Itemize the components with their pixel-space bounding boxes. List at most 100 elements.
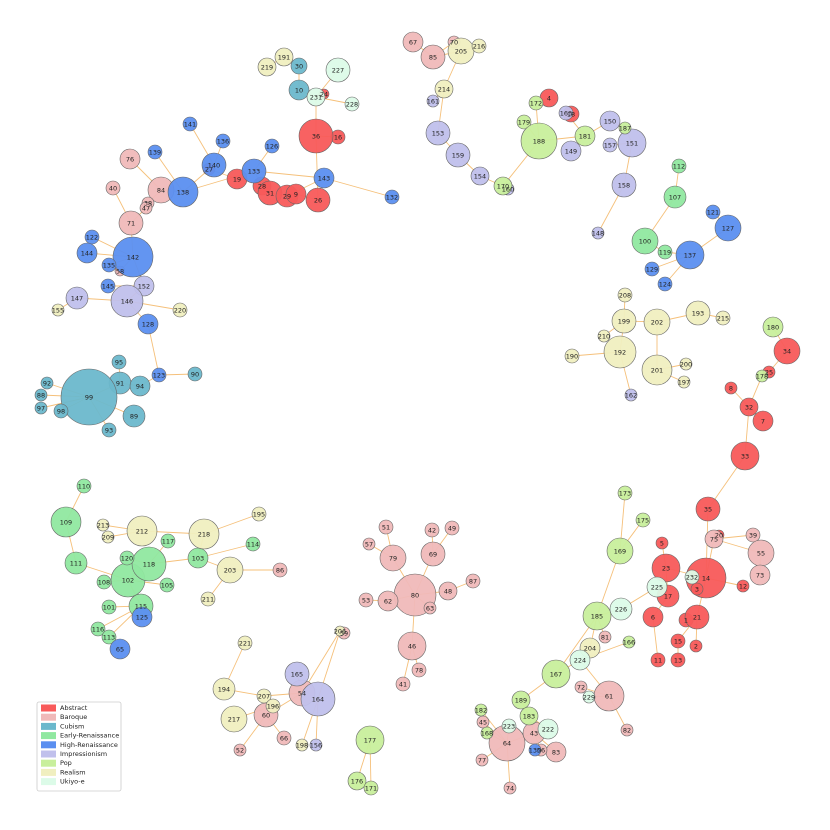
legend-swatch (41, 741, 56, 749)
node-label: 51 (382, 524, 390, 532)
node (465, 573, 481, 589)
node-label: 61 (605, 693, 613, 701)
node (657, 244, 673, 260)
node-label: 127 (722, 225, 734, 233)
node-label: 154 (474, 173, 486, 181)
legend-swatch (41, 778, 56, 786)
node-label: 20 (715, 532, 723, 540)
node (40, 376, 54, 390)
node-label: 142 (127, 254, 139, 262)
node (131, 606, 153, 628)
node (212, 677, 236, 701)
node (101, 599, 117, 615)
node (582, 690, 596, 704)
node-label: 210 (598, 333, 610, 341)
node (187, 366, 203, 382)
node (684, 604, 710, 630)
node (690, 582, 704, 596)
node (237, 635, 253, 651)
node-label: 122 (86, 234, 98, 242)
node (215, 133, 231, 149)
node (172, 302, 188, 318)
node-label: 192 (614, 349, 626, 357)
node-label: 12 (739, 583, 747, 591)
node (384, 189, 400, 205)
legend-label: Impressionism (60, 750, 107, 758)
node (377, 590, 399, 612)
node-label: 81 (601, 634, 609, 642)
node-label: 231 (310, 94, 322, 102)
node (426, 94, 440, 108)
node-label: 108 (98, 579, 110, 587)
node-label: 197 (678, 379, 690, 387)
node-label: 211 (202, 596, 214, 604)
node (520, 122, 558, 160)
node (599, 110, 621, 132)
node-label: 77 (478, 757, 486, 765)
node-label: 16 (334, 134, 342, 142)
node (245, 536, 261, 552)
node (679, 357, 693, 371)
node (644, 261, 660, 277)
node-label: 152 (138, 283, 150, 291)
node (541, 659, 571, 689)
node (689, 639, 703, 653)
node-label: 205 (455, 48, 467, 56)
node (597, 329, 611, 343)
node (650, 652, 666, 668)
node-label: 29 (283, 193, 291, 201)
node (241, 158, 267, 184)
node (233, 743, 247, 757)
legend-label: Pop (60, 759, 72, 767)
node (618, 121, 632, 135)
node (558, 105, 574, 121)
node-label: 9 (294, 191, 298, 199)
node (284, 661, 310, 687)
node-label: 117 (162, 538, 174, 546)
node-label: 3 (695, 586, 699, 594)
node-label: 219 (261, 64, 273, 72)
node-label: 166 (623, 639, 635, 647)
node-label: 28 (258, 183, 266, 191)
legend-label: Cubism (60, 722, 84, 730)
node (560, 140, 582, 162)
node (358, 592, 374, 608)
node (724, 381, 738, 395)
node (65, 286, 89, 310)
node (363, 780, 379, 796)
node (745, 527, 761, 543)
node (300, 681, 336, 717)
node (773, 337, 801, 365)
node-label: 202 (651, 319, 663, 327)
node (159, 577, 175, 593)
node-label: 113 (103, 634, 115, 642)
node-label: 125 (136, 614, 148, 622)
node (272, 562, 288, 578)
legend-swatch (41, 704, 56, 712)
node (670, 633, 686, 649)
node (537, 718, 559, 740)
node-label: 119 (659, 249, 671, 257)
node-label: 71 (127, 220, 135, 228)
node-label: 30 (295, 63, 303, 71)
node-label: 27 (205, 166, 213, 174)
node-label: 149 (565, 148, 577, 156)
node-label: 21 (693, 614, 701, 622)
node (635, 512, 651, 528)
node-label: 48 (444, 588, 452, 596)
node-label: 4 (547, 95, 551, 103)
node (617, 287, 633, 303)
node-label: 132 (386, 194, 398, 202)
node (569, 649, 591, 671)
node-label: 179 (518, 119, 530, 127)
node-label: 187 (619, 125, 631, 133)
node-label: 13 (674, 657, 682, 665)
node-label: 34 (783, 348, 791, 356)
node-label: 182 (475, 707, 487, 715)
node-label: 181 (579, 133, 591, 141)
node (160, 533, 176, 549)
node-label: 121 (707, 209, 719, 217)
node (76, 478, 92, 494)
node-label: 31 (266, 190, 274, 198)
